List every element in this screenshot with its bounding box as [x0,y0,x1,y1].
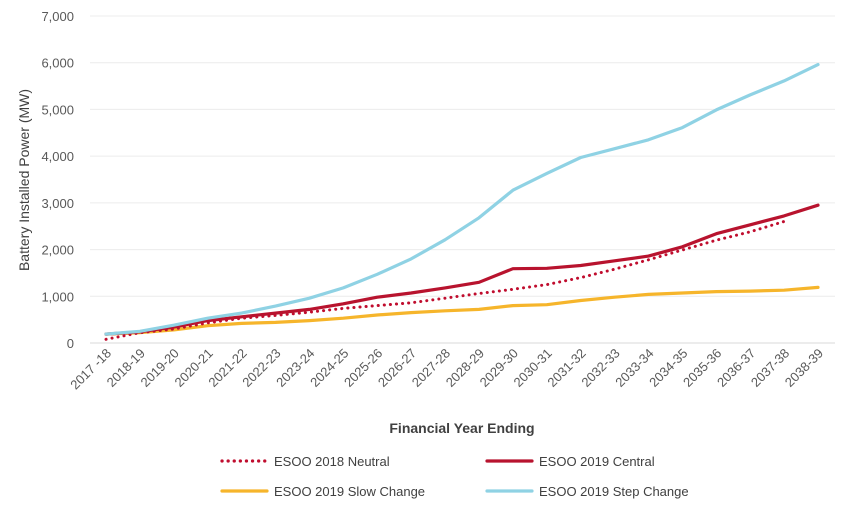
series-line-esoo-2019-slow-change [106,287,818,334]
y-tick-label: 7,000 [41,9,74,24]
x-axis-ticks: 2017 -182018-192019-202020-212021-222022… [67,346,826,393]
x-axis-title: Financial Year Ending [389,420,534,436]
y-tick-label: 1,000 [41,289,74,304]
x-tick-label: 2038-39 [782,346,826,390]
legend-item: ESOO 2019 Central [487,454,655,469]
legend-label: ESOO 2018 Neutral [274,454,390,469]
series-lines [106,65,818,340]
legend-item: ESOO 2018 Neutral [222,454,390,469]
legend-label: ESOO 2019 Slow Change [274,484,425,499]
y-tick-label: 3,000 [41,196,74,211]
x-tick-label: 2017 -18 [67,346,114,393]
legend-label: ESOO 2019 Step Change [539,484,689,499]
y-axis-title: Battery Installed Power (MW) [16,89,32,271]
y-tick-label: 4,000 [41,149,74,164]
legend: ESOO 2018 Neutral ESOO 2019 Central ESOO 2… [222,454,689,499]
gridlines [90,16,835,296]
y-tick-label: 0 [67,336,74,351]
legend-label: ESOO 2019 Central [539,454,655,469]
battery-power-chart: 0 1,000 2,000 3,000 4,000 5,000 6,000 7,000 201… [0,0,847,517]
y-tick-label: 6,000 [41,56,74,71]
y-tick-label: 5,000 [41,102,74,117]
series-line-esoo-2019-step-change [106,65,818,335]
y-tick-label: 2,000 [41,243,74,258]
series-line-esoo-2019-central [106,205,818,334]
legend-item: ESOO 2019 Slow Change [222,484,425,499]
y-axis-ticks: 0 1,000 2,000 3,000 4,000 5,000 6,000 7,000 [41,9,74,351]
legend-item: ESOO 2019 Step Change [487,484,689,499]
